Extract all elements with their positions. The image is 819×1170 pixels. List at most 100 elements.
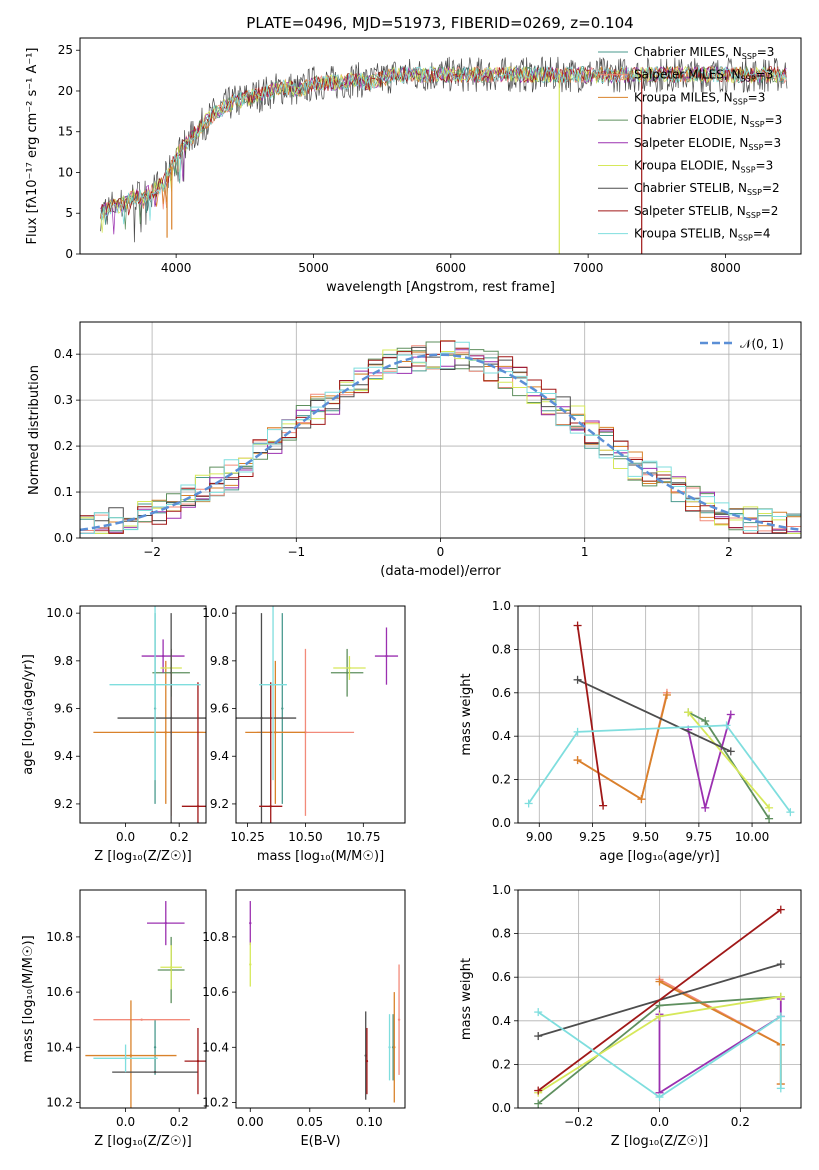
- mass-vs-EBV-points: [249, 901, 401, 1103]
- x-axis-label: Z [log₁₀(Z/Z☉)]: [94, 849, 191, 864]
- legend-count: =3: [748, 90, 766, 104]
- x-tick-label: 0.0: [116, 830, 135, 844]
- y-tick-label: 0.3: [54, 393, 73, 407]
- y-tick-label: 9.8: [54, 654, 73, 668]
- x-axis-label: wavelength [Angstrom, rest frame]: [326, 280, 555, 295]
- legend-entry: Kroupa STELIB, NSSP=4: [634, 227, 771, 243]
- histogram-panel: −2 −1 0 1 2 0.0 0.1 0.2 0.3 0.4 (data-model)/error…: [27, 321, 802, 579]
- y-tick-label: 25: [58, 43, 73, 57]
- y-tick-label: 10.8: [202, 930, 229, 944]
- y-tick-label: 1.0: [492, 599, 511, 613]
- weight-vs-age-series: [524, 621, 795, 823]
- y-axis-label: Flux [fλ10⁻¹⁷ erg cm⁻² s⁻¹ A⁻¹]: [25, 48, 40, 245]
- y-axis-label: mass [log₁₀(M/M☉)]: [21, 935, 36, 1062]
- y-tick-label: 5: [65, 206, 73, 220]
- legend-entry: Salpeter STELIB, NSSP=2: [634, 204, 778, 220]
- x-tick-label: −2: [143, 545, 161, 559]
- data-point: [393, 1046, 396, 1049]
- data-point: [274, 731, 277, 734]
- y-tick-label: 10.6: [202, 985, 229, 999]
- age-vs-Z-panel: 0.0 0.2 9.2 9.4 9.6 9.8 10.0 Z [log₁₀(Z/Z☉)] age…: [21, 605, 207, 864]
- x-tick-label: 4000: [161, 261, 192, 275]
- data-point: [345, 671, 349, 674]
- age-vs-mass-points: [236, 606, 399, 823]
- legend-name: Salpeter MILES, N: [634, 68, 741, 82]
- legend-subscript: SSP: [741, 166, 756, 175]
- plot-frame: [79, 605, 207, 824]
- legend-count: =2: [762, 181, 780, 195]
- y-tick-label: 10.2: [46, 1095, 73, 1109]
- y-tick-label: 10.4: [202, 1040, 229, 1054]
- plot-frame: [79, 889, 207, 1109]
- series-line: [659, 980, 782, 1084]
- series-line: [577, 694, 668, 801]
- y-tick-label: 10.0: [46, 606, 73, 620]
- data-point: [196, 1059, 200, 1063]
- mass-vs-Z-panel: 0.0 0.2 10.2 10.4 10.6 10.8 Z [log₁₀(Z/Z☉)] mas…: [21, 889, 207, 1149]
- series-line: [577, 678, 732, 753]
- y-tick-label: 0.2: [492, 1057, 511, 1071]
- y-tick-label: 10.2: [202, 1095, 229, 1109]
- y-tick-label: 9.2: [54, 797, 73, 811]
- x-axis-label: E(B-V): [300, 1134, 340, 1149]
- x-tick-label: 8000: [710, 261, 741, 275]
- y-tick-label: 9.4: [54, 749, 73, 763]
- y-tick-label: 10.8: [46, 930, 73, 944]
- x-tick-label: 0: [437, 545, 445, 559]
- y-axis-label: mass weight: [459, 958, 474, 1040]
- y-axis-label: mass weight: [459, 673, 474, 755]
- data-point: [260, 716, 263, 720]
- legend-subscript: SSP: [748, 143, 763, 152]
- x-axis-label: Z [log₁₀(Z/Z☉)]: [611, 1134, 708, 1149]
- x-tick-label: 10.75: [346, 830, 380, 844]
- y-tick-label: 0.8: [492, 642, 511, 656]
- plot-frame: [79, 321, 802, 539]
- weight-vs-Z-panel: −0.2 0.0 0.2 0.0 0.2 0.4 0.6 0.8 1.0 Z [log₁₀(Z/Z…: [459, 883, 802, 1149]
- y-tick-label: 1.0: [492, 883, 511, 897]
- x-tick-label: 6000: [436, 261, 467, 275]
- legend-name: Salpeter STELIB, N: [634, 204, 746, 218]
- histogram-chabrier-stelib: [80, 346, 801, 534]
- legend-name: Chabrier ELODIE, N: [634, 113, 750, 127]
- x-tick-label: 0.2: [731, 1115, 750, 1129]
- legend-entry: 𝒩(0, 1): [740, 337, 784, 351]
- series-line: [687, 711, 770, 809]
- legend-entry: Salpeter MILES, NSSP=3: [634, 68, 773, 84]
- data-point: [271, 683, 275, 686]
- y-tick-label: 0.6: [492, 970, 511, 984]
- data-point: [153, 1070, 157, 1074]
- data-point: [161, 654, 165, 658]
- legend-entry: Kroupa MILES, NSSP=3: [634, 90, 765, 106]
- x-tick-label: 0.10: [356, 1115, 383, 1129]
- y-tick-label: 10.4: [46, 1040, 73, 1054]
- x-tick-label: 10.25: [230, 830, 264, 844]
- legend-entry: Chabrier MILES, NSSP=3: [634, 45, 774, 61]
- x-tick-label: 9.25: [579, 830, 606, 844]
- histogram-kroupa-stelib: [80, 341, 801, 534]
- x-tick-label: 0.05: [296, 1115, 323, 1129]
- x-axis-label: (data-model)/error: [380, 564, 501, 579]
- data-point: [196, 805, 200, 808]
- legend-subscript: SSP: [747, 188, 762, 197]
- legend-name: Kroupa ELODIE, N: [634, 159, 741, 173]
- legend-entry: Chabrier ELODIE, NSSP=3: [634, 113, 782, 129]
- data-point: [140, 1018, 143, 1021]
- y-tick-label: 0.0: [492, 816, 511, 830]
- x-tick-label: 5000: [298, 261, 329, 275]
- mass-vs-EBV-panel: 0.00 0.05 0.10 10.2 10.4 10.6 10.8 E(B-V): [202, 889, 406, 1149]
- data-point: [249, 963, 252, 966]
- age-vs-mass-panel: 10.25 10.50 10.75 9.2 9.4 9.6 9.8 10.0 mass [log…: [202, 605, 406, 864]
- plot-frame: [517, 889, 802, 1109]
- x-tick-label: 1: [581, 545, 589, 559]
- legend-count: =3: [756, 68, 774, 82]
- x-axis-label: Z [log₁₀(Z/Z☉)]: [94, 1134, 191, 1149]
- plot-frame: [79, 37, 802, 255]
- y-tick-label: 10: [58, 165, 73, 179]
- data-point: [281, 707, 284, 710]
- x-tick-label: 9.50: [632, 830, 659, 844]
- plot-frame: [517, 605, 802, 824]
- x-axis-label: mass [log₁₀(M/M☉)]: [257, 849, 384, 864]
- data-point: [153, 683, 157, 686]
- x-tick-label: 0.00: [237, 1115, 264, 1129]
